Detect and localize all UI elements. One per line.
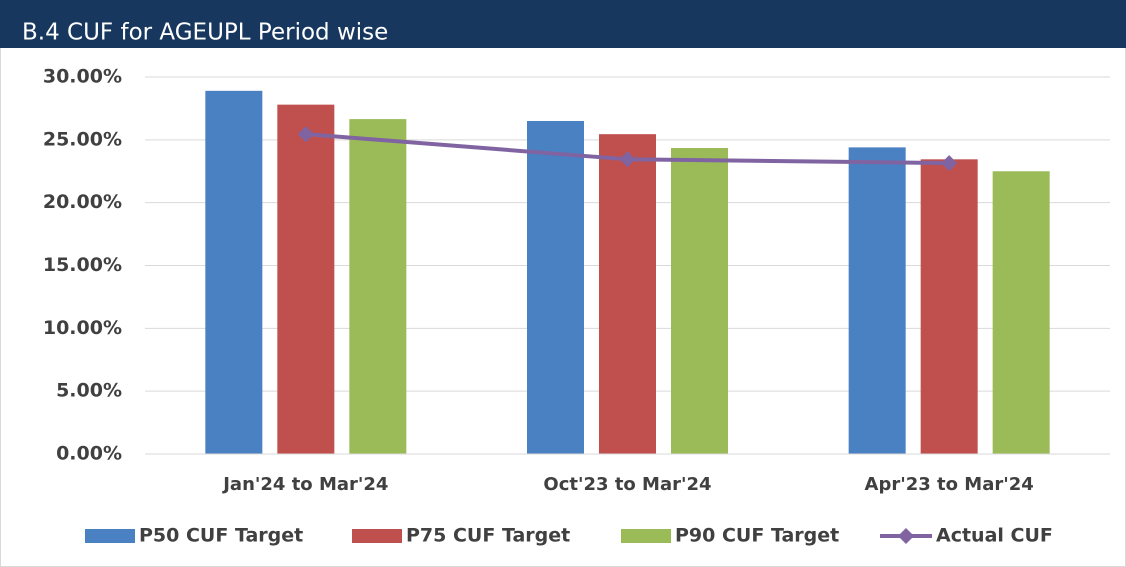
bar xyxy=(205,90,263,454)
legend-marker xyxy=(898,528,914,544)
bar xyxy=(349,119,407,455)
x-tick-label: Oct'23 to Mar'24 xyxy=(543,474,711,495)
chart-title: B.4 CUF for AGEUPL Period wise xyxy=(22,20,388,46)
bar xyxy=(848,147,906,454)
y-tick-label: 15.00% xyxy=(43,254,122,276)
bar xyxy=(920,159,978,455)
legend-label: Actual CUF xyxy=(936,525,1053,547)
header-bar xyxy=(0,0,1126,48)
bar xyxy=(671,148,728,455)
legend-swatch xyxy=(621,529,671,543)
y-tick-label: 30.00% xyxy=(43,66,122,88)
legend-label: P50 CUF Target xyxy=(139,525,303,547)
x-tick-label: Apr'23 to Mar'24 xyxy=(865,474,1034,495)
y-tick-label: 20.00% xyxy=(43,191,122,213)
bar xyxy=(599,134,656,454)
y-tick-label: 0.00% xyxy=(56,443,122,465)
marker xyxy=(941,155,958,172)
x-tick-label: Jan'24 to Mar'24 xyxy=(221,474,388,495)
legend-swatch xyxy=(352,529,402,543)
bar xyxy=(992,171,1050,454)
marker xyxy=(619,151,636,168)
legend-swatch xyxy=(85,529,135,543)
y-tick-label: 25.00% xyxy=(43,128,122,150)
y-tick-label: 5.00% xyxy=(56,380,122,402)
bar xyxy=(277,104,335,454)
y-tick-label: 10.00% xyxy=(43,317,122,339)
legend-label: P90 CUF Target xyxy=(675,525,839,547)
legend-label: P75 CUF Target xyxy=(406,525,570,547)
bar xyxy=(527,120,584,454)
marker xyxy=(297,126,314,143)
